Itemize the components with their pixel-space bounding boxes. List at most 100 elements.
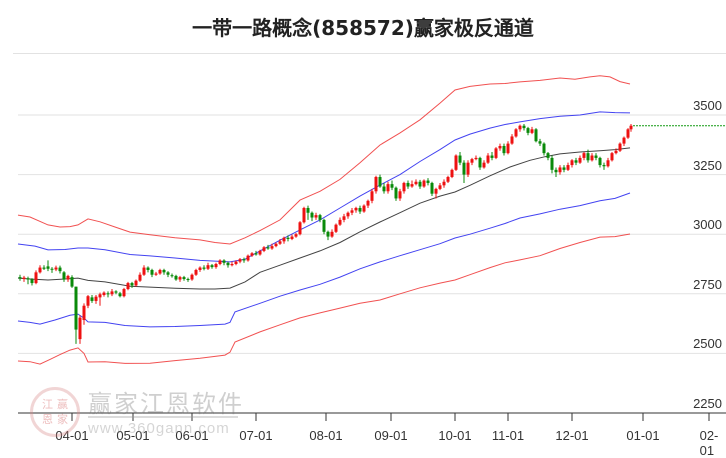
candle-down [542, 143, 546, 154]
candle-up [102, 292, 106, 295]
candle-down [378, 176, 382, 187]
candle-down [150, 269, 154, 275]
candle-up [386, 184, 390, 192]
candle-down [170, 275, 174, 277]
candle-up [518, 125, 522, 130]
candle-up [238, 259, 242, 262]
candle-down [430, 182, 434, 194]
candle-up [370, 191, 374, 201]
candle-down [62, 272, 66, 280]
candle-down [210, 265, 214, 268]
candle-up [530, 129, 534, 133]
candle-up [450, 169, 454, 177]
candle-up [110, 291, 114, 295]
candle-down [42, 267, 46, 269]
candle-up [158, 269, 162, 274]
candle-up [82, 305, 86, 321]
x-tick-label: 08-01 [309, 428, 343, 443]
candle-down [318, 215, 322, 220]
candle-down [50, 268, 54, 270]
candle-down [522, 125, 526, 129]
candle-up [38, 267, 42, 273]
y-tick-label: 2250 [693, 396, 722, 411]
candle-up [442, 181, 446, 186]
candle-down [186, 279, 190, 281]
candle-down [130, 283, 134, 286]
candle-up [486, 155, 490, 163]
candle-up [398, 191, 402, 199]
candle-down [254, 253, 258, 255]
candle-up [482, 162, 486, 168]
candle-up [626, 129, 630, 138]
lower-inner-band [17, 192, 631, 328]
candle-down [358, 207, 362, 212]
candle-down [462, 162, 466, 175]
candle-up [466, 162, 470, 175]
candle-up [194, 269, 198, 275]
candle-down [602, 165, 606, 167]
candle-up [246, 255, 250, 261]
candle-up [410, 184, 414, 187]
candle-down [426, 180, 430, 183]
upper-outer-band [17, 75, 631, 245]
candle-up [126, 283, 130, 290]
candle-up [250, 253, 254, 256]
title-divider [13, 53, 726, 54]
candle-down [90, 297, 94, 301]
candle-up [342, 216, 346, 220]
candle-up [622, 137, 626, 144]
candle-up [294, 234, 298, 237]
candle-up [346, 212, 350, 217]
candle-up [282, 237, 286, 242]
candle-up [470, 159, 474, 163]
candle-up [154, 273, 158, 275]
candle-down [550, 157, 554, 170]
x-tick-label: 05-01 [116, 428, 150, 443]
candle-up [314, 215, 318, 218]
candle-up [302, 207, 306, 223]
candle-down [526, 128, 530, 133]
candle-down [458, 155, 462, 163]
candle-down [418, 181, 422, 187]
candle-up [494, 148, 498, 158]
candle-down [106, 293, 110, 295]
lower-outer-band [17, 233, 631, 365]
candle-up [206, 265, 210, 269]
candle-up [86, 296, 90, 306]
x-tick-label: 07-01 [239, 428, 273, 443]
candle-up [498, 145, 502, 149]
candle-up [218, 260, 222, 264]
candle-up [54, 267, 58, 270]
candle-up [214, 264, 218, 268]
y-tick-label: 3250 [693, 157, 722, 173]
candle-up [142, 267, 146, 275]
candle-up [510, 136, 514, 144]
candle-down [326, 231, 330, 237]
candle-down [286, 237, 290, 239]
candle-up [629, 125, 633, 130]
candle-up [402, 182, 406, 192]
candle-up [198, 267, 202, 270]
candle-down [310, 212, 314, 218]
candle-up [582, 153, 586, 158]
candle-up [590, 155, 594, 161]
candle-up [514, 129, 518, 137]
candle-up [570, 160, 574, 166]
candle-up [366, 200, 370, 206]
x-tick-label: 06-01 [175, 428, 209, 443]
candle-up [338, 219, 342, 225]
candle-up [614, 150, 618, 154]
candle-up [474, 157, 478, 160]
candle-down [174, 275, 178, 280]
x-tick-label: 12-01 [555, 428, 589, 443]
candle-down [146, 267, 150, 270]
candle-down [586, 153, 590, 161]
candle-down [306, 207, 310, 213]
candle-up [354, 207, 358, 211]
candle-up [258, 250, 262, 255]
candle-up [434, 188, 438, 194]
candle-down [322, 219, 326, 232]
candle-down [182, 277, 186, 280]
x-tick-label: 11-01 [491, 428, 525, 443]
candle-down [502, 145, 506, 154]
